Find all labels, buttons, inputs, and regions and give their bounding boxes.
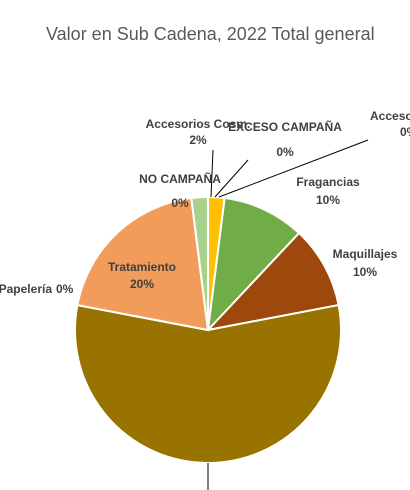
chart-title: Valor en Sub Cadena, 2022 Total general [46,24,375,44]
pie-slice [76,196,210,332]
slice-label: Accesorios Cosm. [370,109,410,123]
value-label: 0% [276,145,294,159]
slice-label: Papelería [0,282,52,296]
value-label: 0% [56,282,74,296]
value-label: 0% [400,125,410,139]
pie-slice [190,195,209,331]
value-label: 20% [130,277,154,291]
slice-label: Accesorios Cosm. [146,117,251,131]
pie-slice [205,231,340,332]
pie-slice [206,196,301,333]
leader-line [218,139,369,198]
slice-label: NO CAMPAÑA [139,171,221,186]
value-label: 2% [189,133,207,147]
leader-line [210,149,214,198]
value-label: 10% [353,265,377,279]
value-label: 10% [316,193,340,207]
slice-label: Tratamiento [108,260,176,274]
leader-line [214,159,249,198]
slice-label: Fragancias [296,175,360,189]
slice-label: EXCESO CAMPAÑA [228,119,342,134]
value-label: 0% [171,196,189,210]
slice-label: Maquillajes [333,247,398,261]
pie-slice [74,303,342,464]
